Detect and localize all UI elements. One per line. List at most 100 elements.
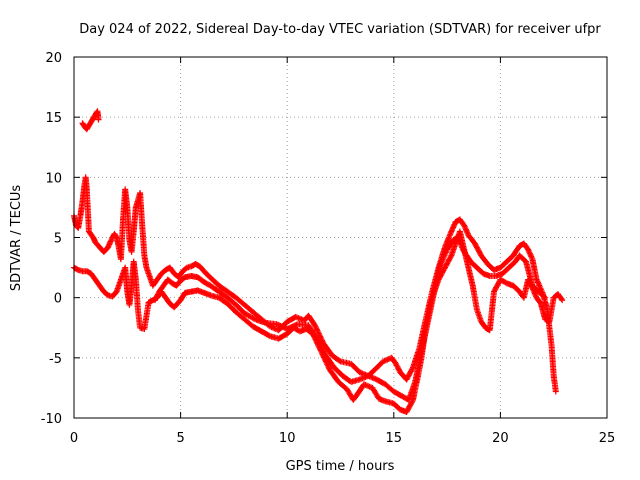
data-point <box>201 279 213 288</box>
data-point <box>83 186 92 233</box>
data-point <box>241 301 255 315</box>
data-point <box>442 253 454 271</box>
data-point <box>390 400 403 412</box>
series-isolated-cluster <box>79 108 102 133</box>
series-upper-track <box>71 174 559 395</box>
data-point <box>141 252 150 270</box>
y-tick-label: 0 <box>54 292 62 307</box>
data-point <box>424 290 437 325</box>
data-point <box>105 292 114 300</box>
data-point <box>92 239 102 250</box>
y-tick-label: 15 <box>45 111 62 126</box>
y-tick-label: 10 <box>45 171 62 186</box>
data-point <box>373 376 388 387</box>
data-point <box>95 116 102 123</box>
data-series <box>71 108 566 415</box>
data-point <box>520 240 531 252</box>
axis-ticks: 0 5 10 15 20 25 -10 -5 0 5 10 15 20 <box>41 51 616 446</box>
data-point <box>83 123 92 133</box>
data-point <box>117 218 126 263</box>
data-point <box>164 276 174 286</box>
data-point <box>233 309 247 322</box>
data-point <box>224 300 238 315</box>
data-point <box>322 352 337 370</box>
data-point <box>171 298 183 311</box>
data-point <box>132 276 141 312</box>
data-point <box>473 264 486 276</box>
data-point <box>478 318 488 330</box>
data-point <box>141 301 152 332</box>
data-point <box>392 360 403 374</box>
data-point <box>79 120 87 129</box>
data-point <box>135 306 143 330</box>
data-point <box>442 229 454 251</box>
data-point <box>552 388 559 395</box>
data-point <box>431 262 444 295</box>
x-tick-label: 5 <box>176 431 184 446</box>
data-point <box>224 294 238 307</box>
data-point <box>100 288 110 298</box>
data-point <box>275 331 289 342</box>
data-point <box>497 276 509 286</box>
data-point <box>90 113 98 122</box>
data-point <box>454 234 467 254</box>
data-point <box>412 350 425 385</box>
data-point <box>233 301 247 316</box>
data-point <box>96 282 106 294</box>
data-point <box>250 323 264 334</box>
chart-title: Day 024 of 2022, Sidereal Day-to-day VTE… <box>79 22 601 37</box>
data-point <box>209 276 221 288</box>
x-tick-label: 15 <box>386 431 403 446</box>
data-point <box>486 290 497 334</box>
data-point <box>305 312 318 328</box>
data-point <box>371 359 386 373</box>
data-point <box>311 322 326 345</box>
data-point <box>326 366 341 384</box>
data-point <box>152 290 162 304</box>
data-point <box>444 238 456 253</box>
data-point <box>203 270 215 282</box>
data-point <box>216 288 230 300</box>
data-point <box>533 294 544 306</box>
data-point <box>207 282 221 294</box>
data-point <box>548 342 557 378</box>
data-point <box>154 271 164 283</box>
data-point <box>510 244 522 259</box>
data-point <box>348 360 362 375</box>
data-point <box>158 267 168 277</box>
data-point <box>369 384 382 401</box>
x-axis-label: GPS time / hours <box>286 459 395 474</box>
data-point <box>410 346 422 371</box>
y-tick-label: -10 <box>41 412 62 427</box>
y-tick-label: -5 <box>49 352 62 367</box>
x-tick-label: 10 <box>279 431 296 446</box>
data-point <box>82 174 90 191</box>
data-point <box>418 320 431 355</box>
data-point <box>177 291 188 304</box>
data-point <box>456 216 467 228</box>
data-point <box>177 275 187 284</box>
data-point <box>85 228 96 240</box>
data-point <box>542 294 549 301</box>
grid-lines <box>74 57 607 418</box>
data-point <box>137 324 146 332</box>
data-point <box>382 381 396 394</box>
data-point <box>194 274 206 285</box>
data-point <box>403 365 416 383</box>
data-point <box>196 263 209 276</box>
data-point <box>88 270 98 282</box>
data-point <box>166 264 177 276</box>
data-point <box>314 336 328 358</box>
y-axis-label: SDTVAR / TECUs <box>9 185 24 292</box>
data-point <box>465 232 477 246</box>
data-point <box>137 190 146 227</box>
data-point <box>559 297 566 304</box>
x-tick-label: 25 <box>599 431 616 446</box>
data-point <box>149 277 160 289</box>
data-point <box>469 282 480 312</box>
data-point <box>184 263 193 271</box>
data-point <box>537 300 548 321</box>
data-point <box>124 204 133 242</box>
data-point <box>216 282 230 294</box>
